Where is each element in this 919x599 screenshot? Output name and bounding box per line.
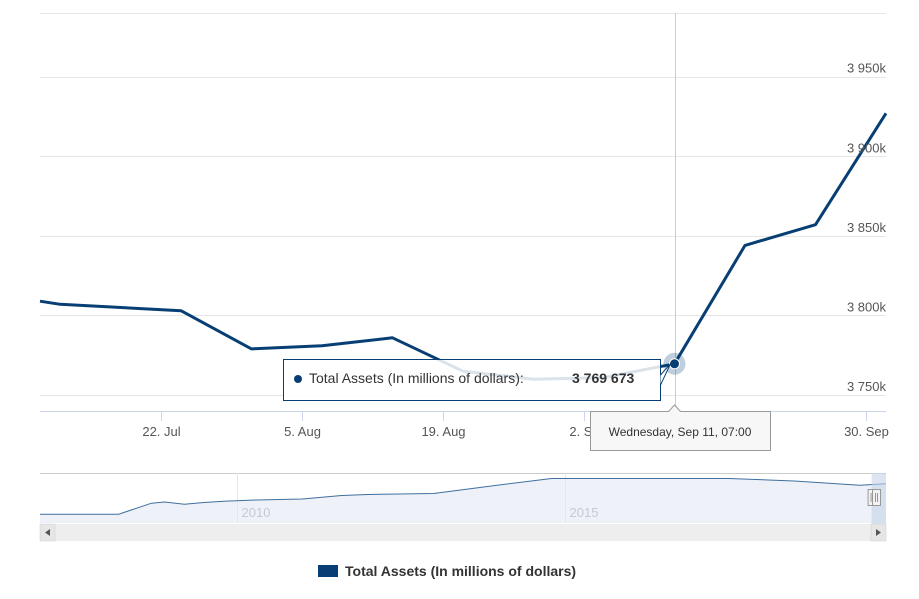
tooltip-series-dot [294,375,302,383]
tooltip-label: Total Assets (In millions of dollars): [309,370,524,386]
scrollbar[interactable] [39,523,887,542]
scroll-right-arrow-icon [876,529,881,536]
navigator-line [39,478,887,515]
tooltip-box [283,359,661,401]
y-tick-label: 3 750k [847,379,887,394]
hover-point[interactable] [669,358,680,370]
scrollbar-track[interactable] [40,524,886,541]
x-tick-label: 19. Aug [421,424,465,439]
x-tick-label: 5. Aug [284,424,321,439]
x-tick-label: 22. Jul [142,424,180,439]
scroll-left-arrow-icon [45,529,50,536]
y-tick-label: 3 850k [847,220,887,235]
tooltip: Total Assets (In millions of dollars): 3… [283,359,771,451]
x-tick-label: 30. Sep [844,424,889,439]
legend-swatch[interactable] [318,565,338,577]
navigator-area [40,478,886,523]
y-axis: 3 750k 3 800k 3 850k 3 900k 3 950k [847,61,887,394]
series-line[interactable] [39,112,888,381]
y-tick-label: 3 800k [847,299,887,314]
navigator[interactable]: 20102015 [39,473,887,541]
date-tooltip-box [590,404,771,451]
legend[interactable]: Total Assets (In millions of dollars) [318,563,576,579]
grid-lines [40,13,886,396]
series-layer [39,13,888,411]
navigator-handle[interactable] [872,489,881,506]
legend-label[interactable]: Total Assets (In millions of dollars) [345,563,576,579]
y-tick-label: 3 950k [847,61,887,76]
tooltip-date: Wednesday, Sep 11, 07:00 [609,425,752,439]
tooltip-value: 3 769 673 [572,370,634,386]
x-axis: 22. Jul 5. Aug 19. Aug 2. Se 30. Sep [40,411,889,439]
y-tick-label: 3 900k [847,140,887,155]
tooltip-arrow [660,363,671,386]
